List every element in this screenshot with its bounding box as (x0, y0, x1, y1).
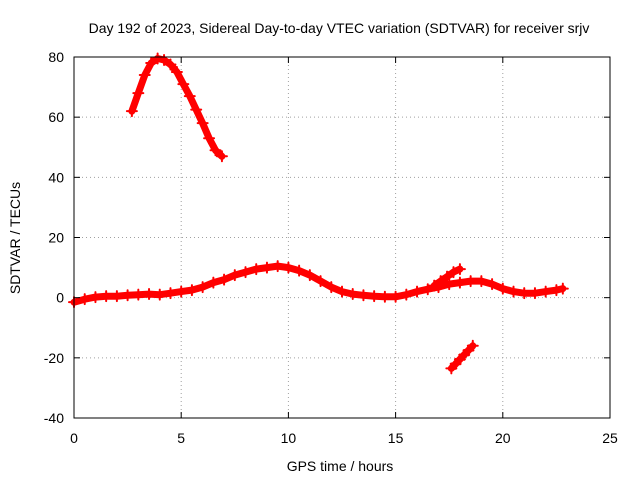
data-point (539, 285, 552, 298)
series-arc-main (68, 260, 569, 309)
data-point (303, 269, 316, 282)
data-point (314, 275, 327, 288)
data-point (260, 261, 273, 274)
data-point (453, 276, 466, 289)
data-point (170, 66, 183, 79)
data-point (378, 290, 391, 303)
data-point (475, 275, 488, 288)
plot-frame (73, 56, 611, 419)
data-point (89, 291, 102, 304)
series-arc-evening (428, 263, 466, 292)
series-arc-low (445, 339, 479, 375)
y-tick-label: 60 (48, 109, 64, 125)
data-point (228, 269, 241, 282)
data-point (218, 273, 231, 286)
y-axis-label: SDTVAR / TECUs (7, 182, 23, 294)
data-point (325, 281, 338, 294)
data-point (185, 284, 198, 297)
x-tick-label: 10 (281, 430, 297, 446)
data-point (138, 69, 151, 82)
data-point (215, 150, 228, 163)
x-tick-label: 25 (602, 430, 618, 446)
data-point (528, 287, 541, 300)
data-point (434, 275, 447, 288)
data-point (368, 290, 381, 303)
data-point (250, 263, 263, 276)
x-tick-label: 5 (177, 430, 185, 446)
data-point (190, 103, 203, 116)
data-point (496, 282, 509, 295)
data-point (389, 290, 402, 303)
data-point (143, 288, 156, 301)
data-point (196, 117, 209, 130)
data-point (447, 266, 460, 279)
series-line (447, 342, 477, 372)
x-tick-label: 0 (70, 430, 78, 446)
series-arc-high (125, 52, 228, 163)
data-point (132, 288, 145, 301)
data-point (453, 263, 466, 276)
data-point (428, 279, 441, 292)
data-point (125, 105, 138, 118)
data-point (196, 281, 209, 294)
x-tick-label: 15 (388, 430, 404, 446)
data-point (346, 288, 359, 301)
data-point (209, 144, 222, 157)
data-point (441, 270, 454, 283)
data-point (164, 58, 177, 71)
x-tick-label: 20 (495, 430, 511, 446)
data-point (177, 78, 190, 91)
chart-title: Day 192 of 2023, Sidereal Day-to-day VTE… (89, 20, 590, 36)
data-point (100, 290, 113, 303)
data-point (121, 289, 134, 302)
data-point (78, 293, 91, 306)
data-point (357, 289, 370, 302)
data-point (507, 285, 520, 298)
data-point (203, 132, 216, 145)
plot-area (68, 52, 569, 375)
data-point (110, 290, 123, 303)
data-point (282, 261, 295, 274)
data-point (271, 260, 284, 273)
data-point (207, 276, 220, 289)
data-point (443, 278, 456, 291)
data-point (550, 284, 563, 297)
data-point (411, 285, 424, 298)
y-tick-label: 20 (48, 230, 64, 246)
data-point (183, 90, 196, 103)
data-point (239, 266, 252, 279)
data-point (145, 57, 158, 70)
x-axis-label: GPS time / hours (287, 458, 394, 474)
data-point (151, 52, 164, 65)
data-point (466, 339, 479, 352)
axes: 0 5 10 15 20 25 -40 -20 0 20 40 60 80 (44, 49, 618, 446)
data-point (486, 278, 499, 291)
y-tick-label: 40 (48, 169, 64, 185)
y-tick-label: 80 (48, 49, 64, 65)
y-tick-label: -20 (44, 350, 64, 366)
y-tick-label: -40 (44, 410, 64, 426)
data-point (164, 287, 177, 300)
data-point (556, 282, 569, 295)
data-point (421, 283, 434, 296)
data-point (336, 285, 348, 298)
data-point (518, 287, 531, 300)
data-point (400, 288, 413, 301)
data-point (153, 288, 166, 301)
data-point (464, 275, 477, 288)
data-point (175, 285, 188, 298)
data-point (293, 264, 306, 277)
y-tick-label: 0 (56, 290, 64, 306)
data-point (132, 87, 145, 100)
grid (74, 57, 610, 418)
